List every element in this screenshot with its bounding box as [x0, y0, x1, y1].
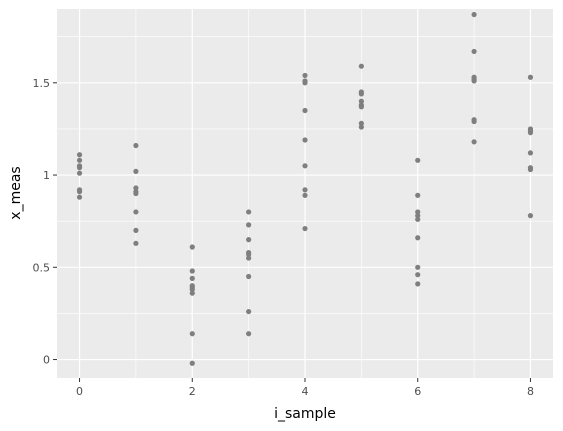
y-tick-label: 0 [43, 354, 50, 367]
data-point [302, 107, 308, 114]
data-point [358, 98, 364, 104]
y-tick-label: 1.5 [33, 77, 51, 90]
data-point [302, 163, 308, 169]
data-point [133, 209, 139, 215]
data-point [302, 187, 308, 193]
data-point [246, 251, 252, 257]
data-point [76, 157, 83, 163]
data-point [189, 360, 195, 366]
data-point [189, 275, 195, 281]
data-point [76, 189, 83, 195]
data-point [415, 264, 421, 270]
x-axis-ticks: 0 2 4 6 8 [76, 378, 534, 398]
data-point [415, 272, 421, 278]
data-point [302, 72, 308, 79]
x-tick-label: 6 [414, 385, 421, 398]
data-point [415, 281, 421, 287]
data-point [471, 139, 477, 145]
data-point [471, 118, 477, 125]
data-point [246, 308, 252, 315]
y-axis-ticks: 0 0.5 1 1.5 [33, 77, 57, 367]
data-points [76, 11, 534, 366]
data-point [189, 284, 195, 291]
data-point [246, 222, 252, 228]
data-point [189, 268, 195, 274]
data-point [246, 237, 252, 243]
data-point [76, 165, 83, 171]
data-point [527, 128, 534, 134]
data-point [358, 120, 364, 126]
data-point [471, 76, 477, 82]
data-point [358, 63, 364, 69]
x-tick-label: 0 [76, 385, 83, 398]
data-point [76, 152, 83, 158]
data-point [471, 11, 477, 18]
data-point [358, 124, 364, 130]
x-tick-label: 8 [527, 385, 534, 398]
data-point [246, 209, 252, 215]
data-point [527, 74, 534, 80]
x-axis-title: i_sample [274, 406, 336, 422]
data-point [133, 142, 139, 149]
data-point [76, 170, 83, 176]
x-tick-label: 4 [302, 385, 309, 398]
data-point [302, 225, 308, 232]
data-point [246, 273, 252, 280]
data-point [76, 194, 83, 200]
data-point [302, 137, 308, 143]
data-point [415, 235, 421, 241]
data-point [133, 240, 139, 246]
data-point [527, 166, 534, 173]
data-point [133, 185, 139, 191]
data-point [358, 91, 364, 97]
data-point [189, 244, 195, 250]
y-tick-label: 0.5 [33, 261, 51, 274]
x-tick-label: 2 [189, 385, 196, 398]
data-point [415, 216, 421, 222]
data-point [302, 78, 308, 84]
data-point [415, 213, 421, 219]
y-axis-title: x_meas [8, 166, 24, 219]
data-point [415, 209, 421, 215]
data-point [133, 227, 139, 233]
data-point [471, 48, 477, 55]
data-point [246, 255, 252, 261]
data-point [358, 102, 364, 108]
data-point [527, 150, 534, 156]
data-point [302, 192, 308, 198]
data-point [133, 168, 139, 174]
data-point [246, 331, 252, 337]
data-point [415, 192, 421, 198]
data-point [527, 213, 534, 219]
data-point [415, 157, 421, 163]
data-point [189, 290, 195, 296]
data-point [133, 189, 139, 195]
y-tick-label: 1 [43, 169, 50, 182]
data-point [189, 331, 195, 337]
